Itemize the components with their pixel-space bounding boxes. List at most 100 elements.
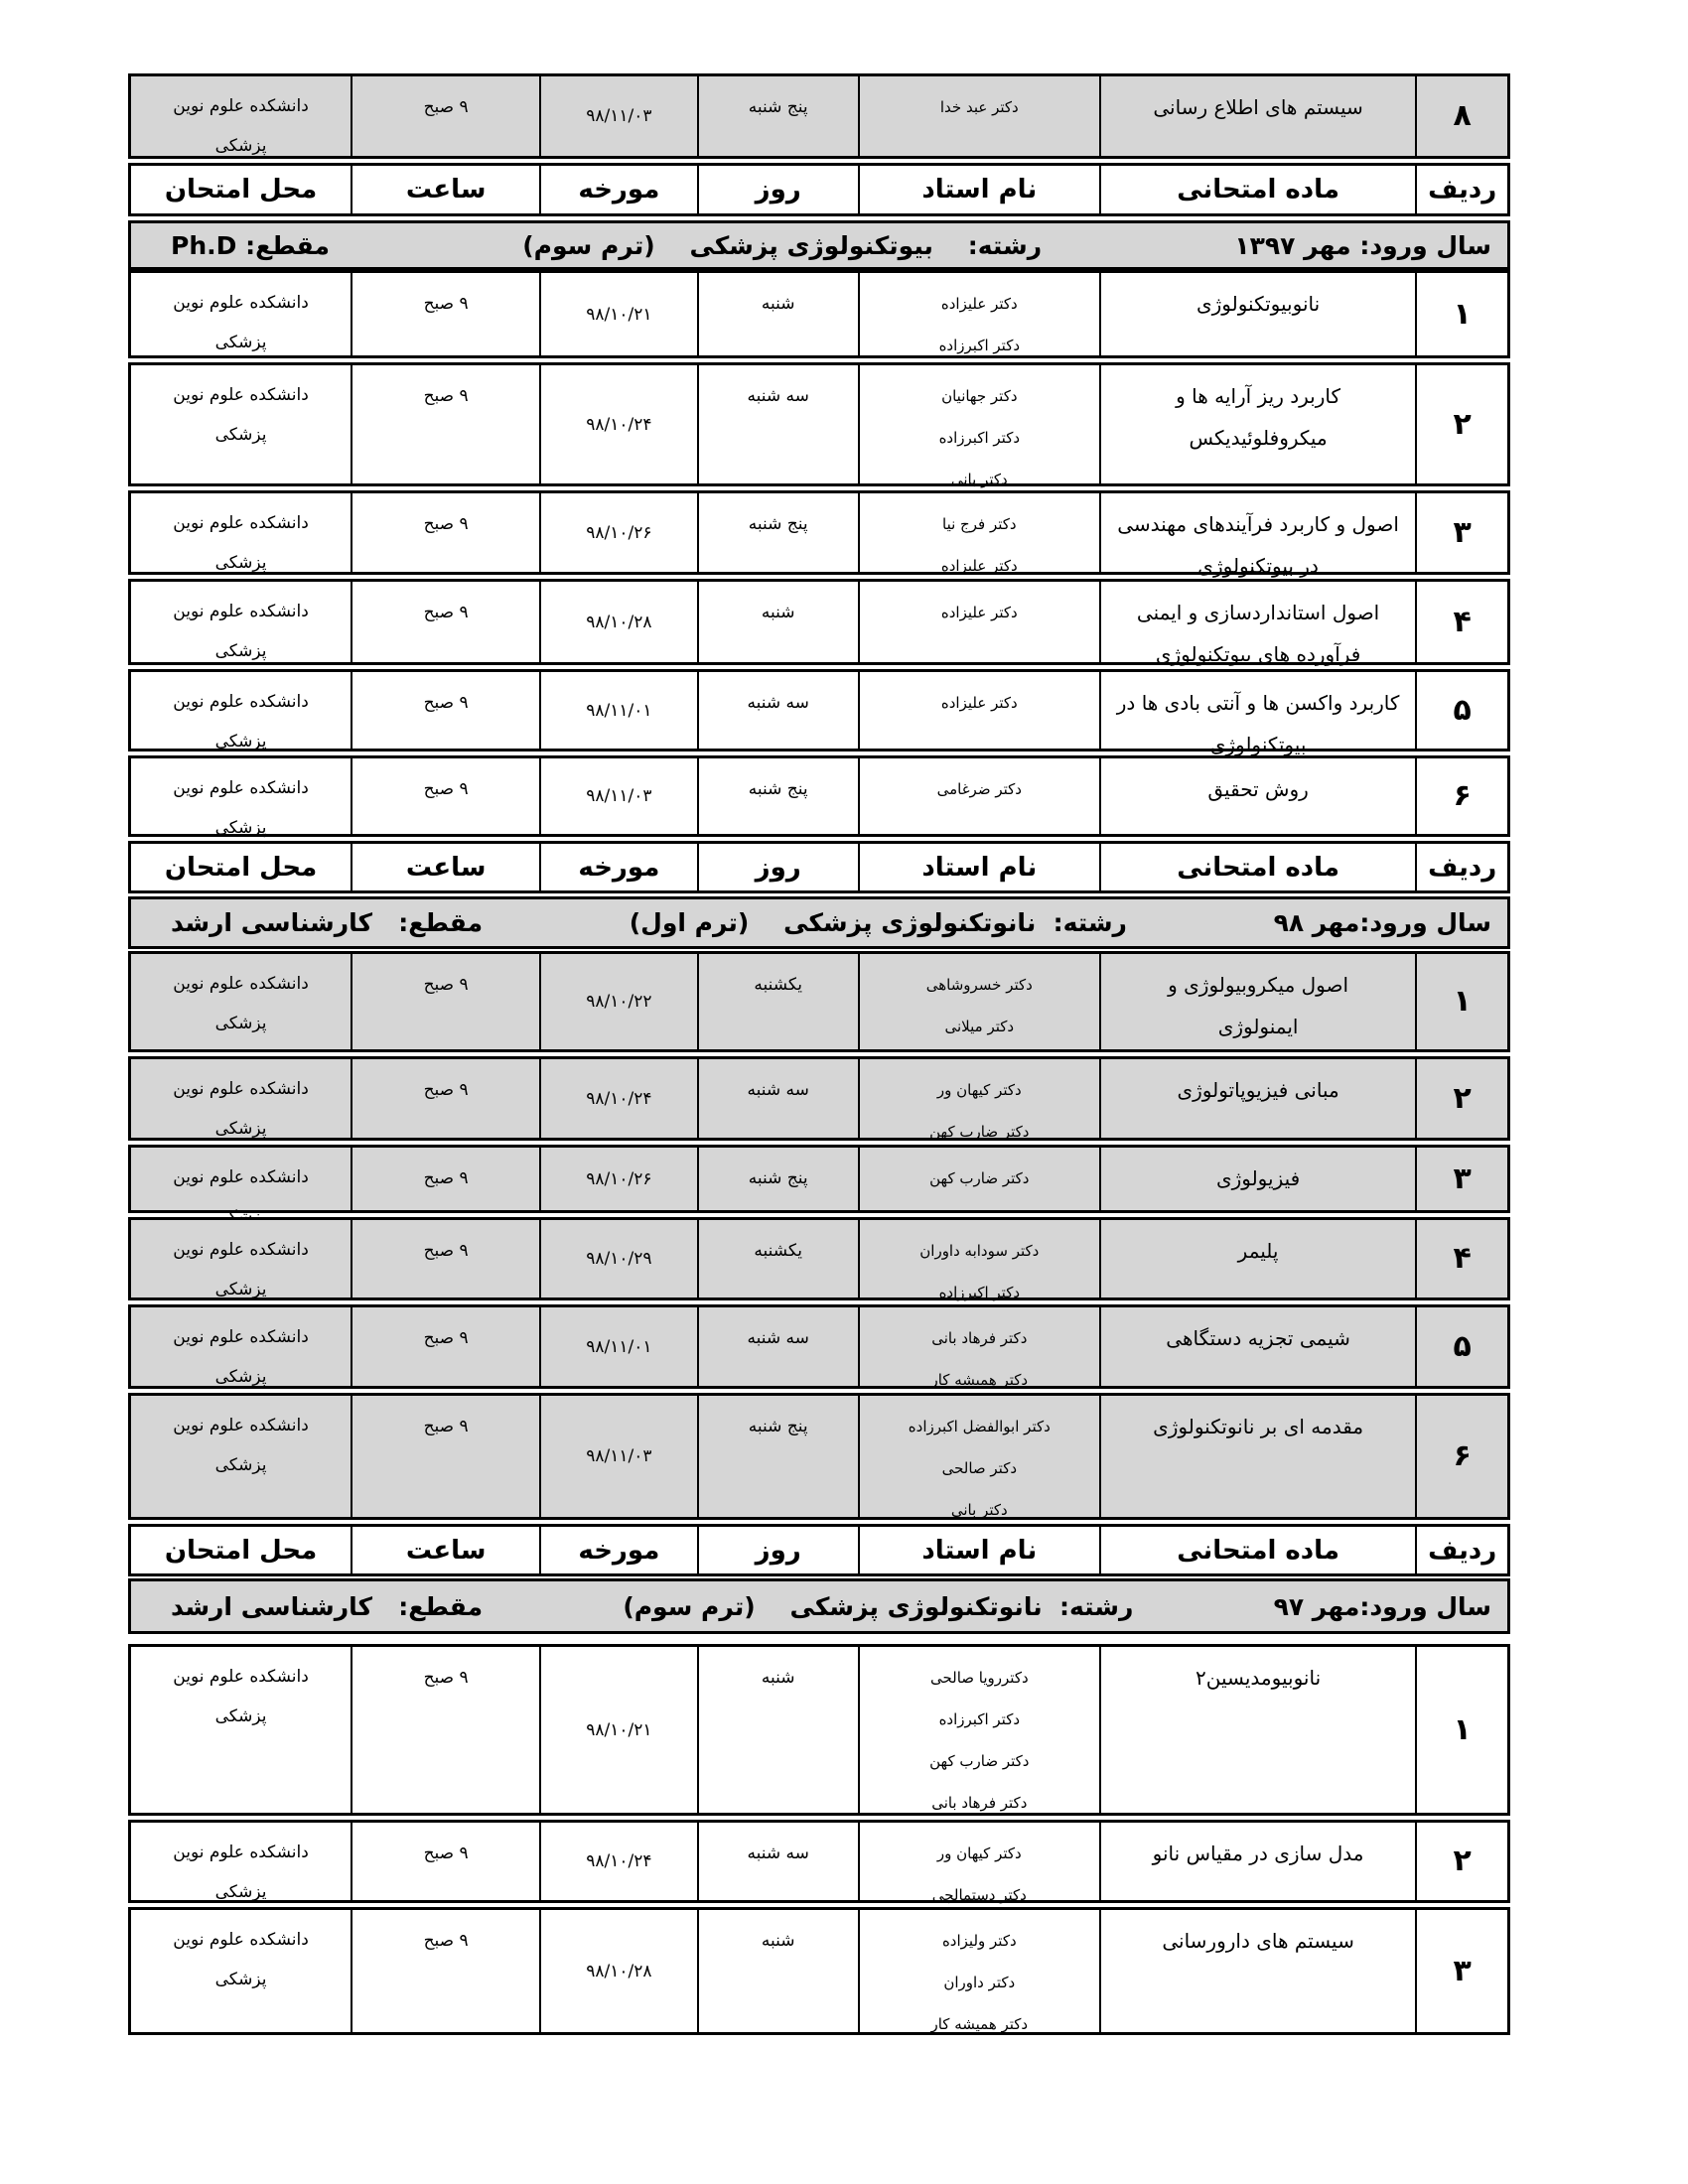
table-row: ۴ اصول استانداردسازی و ایمنی فرآورده های ب… [128,579,1510,666]
header-time-line: ساعت [405,175,487,205]
professor-names-line: دکتر ابوالفضل اکبرزاده [908,1418,1051,1435]
professor-names-line: دکتررویا صالحی [929,1669,1029,1687]
header-professor: نام استاد [857,844,1099,890]
professor-names-line: دکتر علیزاده [940,295,1018,313]
exam-subject: فیزیولوژی [1098,1148,1416,1210]
exam-location-line: دانشکده علوم نوین [173,1930,309,1950]
exam-location-line: پزشکی [214,1014,267,1033]
exam-day-line: پنج شنبه [748,514,808,534]
exam-location-line: دانشکده علوم نوین [173,1667,309,1687]
header-professor-line: نام استاد [921,852,1038,883]
exam-subject: روش تحقیق [1098,758,1416,834]
header-subject: ماده امتحانی [1098,844,1416,890]
professor-names-line: دکتر دستمالچی [931,1886,1027,1904]
entry-year: سال ورود:مهر ۹۷ [1273,1591,1491,1621]
row-number: ۱ [1415,1647,1507,1813]
exam-subject-line: فرآورده های بیوتکنولوژی [1155,642,1361,666]
row-number: ۸ [1415,76,1507,156]
header-location-line: محل امتحان [164,1535,318,1566]
professor-names-line: دکتر بانی [950,1501,1008,1519]
exam-subject: اصول میکروبیولوژی و ایمنولوژی [1098,954,1416,1049]
exam-time: ۹ صبح [351,1910,539,2032]
row-number-line: ۱ [1453,296,1472,332]
exam-day-line: شنبه [761,1931,795,1951]
exam-date: ۹۸/۱۰/۲۸ [539,1910,696,2032]
header-day-line: روز [755,175,801,205]
professor-names: دکتر ولیزاده دکتر داوران دکتر همیشه کار [857,1910,1099,2033]
program-name: رشته: نانوتکنولوژی پزشکی (ترم سوم) [623,1591,1134,1621]
header-subject: ماده امتحانی [1098,1527,1416,1573]
exam-time-line: ۹ صبح [423,1931,469,1951]
column-header-row: ردیف ماده امتحانی نام استاد روز مورخه ساعت محل… [128,163,1510,216]
exam-date-line: ۹۸/۱۱/۰۳ [586,786,652,806]
professor-names-line: دکتر اکبرزاده [938,1710,1021,1728]
exam-time: ۹ صبح [351,365,539,483]
exam-subject: کاربرد واکسن ها و آنتی بادی ها در بیوتکنو… [1098,672,1416,756]
exam-date-line: ۹۸/۱۱/۰۳ [586,106,652,126]
row-number: ۱ [1415,954,1507,1049]
exam-time: ۹ صبح [351,1307,539,1386]
exam-location-line: دانشکده علوم نوین [173,1416,309,1435]
table-row: ۴ پلیمر دکتر سودابه داوران دکتر اکبرزاده یکش… [128,1217,1510,1301]
professor-names: دکتر ابوالفضل اکبرزاده دکتر صالحی دکتر بان… [857,1396,1099,1519]
professor-names-line: دکتر خسروشاهی [925,976,1033,994]
exam-time-line: ۹ صبح [423,1080,469,1100]
exam-subject-line: کاربرد واکسن ها و آنتی بادی ها در [1116,691,1400,715]
header-location: محل امتحان [131,166,351,213]
professor-names-line: دکتر کیهان ور [936,1844,1022,1862]
exam-location: دانشکده علوم نوین پزشکی [131,1307,351,1387]
exam-subject: سیستم های دارورسانی [1098,1910,1416,2032]
exam-location: دانشکده علوم نوین پزشکی [131,582,351,662]
exam-subject: نانوبیومدیسین۲ [1098,1647,1416,1813]
exam-subject-line: بیوتکنولوژی [1209,733,1307,756]
section-header: مقطع: Ph.D رشته: بیوتکنولوژی پزشکی (ترم س… [128,220,1510,270]
header-location-line: محل امتحان [164,852,318,883]
exam-time-line: ۹ صبح [423,693,469,713]
exam-date: ۹۸/۱۰/۲۴ [539,1823,696,1900]
header-day: روز [696,844,858,890]
professor-names-line: دکتر همیشه کار [930,1371,1029,1389]
exam-date-line: ۹۸/۱۰/۲۱ [586,1719,652,1740]
exam-time-line: ۹ صبح [423,779,469,799]
exam-subject-line: مدل سازی در مقیاس نانو [1152,1842,1364,1865]
exam-location-line: دانشکده علوم نوین [173,96,309,116]
exam-location: دانشکده علوم نوین پزشکی [131,1647,351,1813]
exam-day: سه شنبه [696,672,858,749]
exam-subject-line: اصول استانداردسازی و ایمنی [1136,601,1380,624]
exam-location: دانشکده علوم نوین پزشکی [131,76,351,156]
row-number: ۳ [1415,1148,1507,1210]
header-location: محل امتحان [131,844,351,890]
exam-location: دانشکده علوم نوین پزشکی [131,1059,351,1139]
exam-subject-line: پلیمر [1237,1239,1279,1263]
professor-names: دکتر کیهان ور دکتر دستمالچی [857,1823,1099,1904]
exam-time-line: ۹ صبح [423,514,469,534]
section-header: مقطع: کارشناسی ارشد رشته: نانوتکنولوژی پز… [128,896,1510,949]
table-row: ۲ مدل سازی در مقیاس نانو دکتر کیهان ور دکتر… [128,1820,1510,1904]
row-number-line: ۴ [1453,604,1472,639]
header-professor-line: نام استاد [921,1535,1038,1566]
professor-names-line: دکتر ضارب کهن [929,1169,1030,1187]
header-time-line: ساعت [405,1535,487,1566]
exam-time: ۹ صبح [351,672,539,749]
exam-time: ۹ صبح [351,954,539,1049]
professor-names-line: دکتر سودابه داوران [919,1242,1040,1260]
row-number-line: ۲ [1453,1843,1472,1878]
header-professor: نام استاد [857,1527,1099,1573]
exam-location: دانشکده علوم نوین پزشکی [131,273,351,355]
exam-subject-line: در بیوتکنولوژی [1197,554,1319,578]
exam-time-line: ۹ صبح [423,294,469,314]
table-row: ۳ سیستم های دارورسانی دکتر ولیزاده دکتر داو… [128,1907,1510,2035]
professor-names-line: دکتر علیزاده [940,557,1018,575]
row-number-line: ۵ [1453,692,1472,728]
exam-location-line: پزشکی [214,333,267,352]
professor-names-line: دکتر بانی [950,471,1008,488]
exam-subject-line: شیمی تجزیه دستگاهی [1166,1326,1350,1350]
row-number: ۲ [1415,1823,1507,1900]
exam-location-line: پزشکی [214,1706,267,1726]
exam-time: ۹ صبح [351,1396,539,1517]
exam-time: ۹ صبح [351,1823,539,1900]
exam-day: یکشنبه [696,1220,858,1297]
exam-subject: مقدمه ای بر نانوتکنولوژی [1098,1396,1416,1517]
row-number-line: ۱ [1453,984,1472,1019]
section-header: مقطع: کارشناسی ارشد رشته: نانوتکنولوژی پز… [128,1578,1510,1634]
